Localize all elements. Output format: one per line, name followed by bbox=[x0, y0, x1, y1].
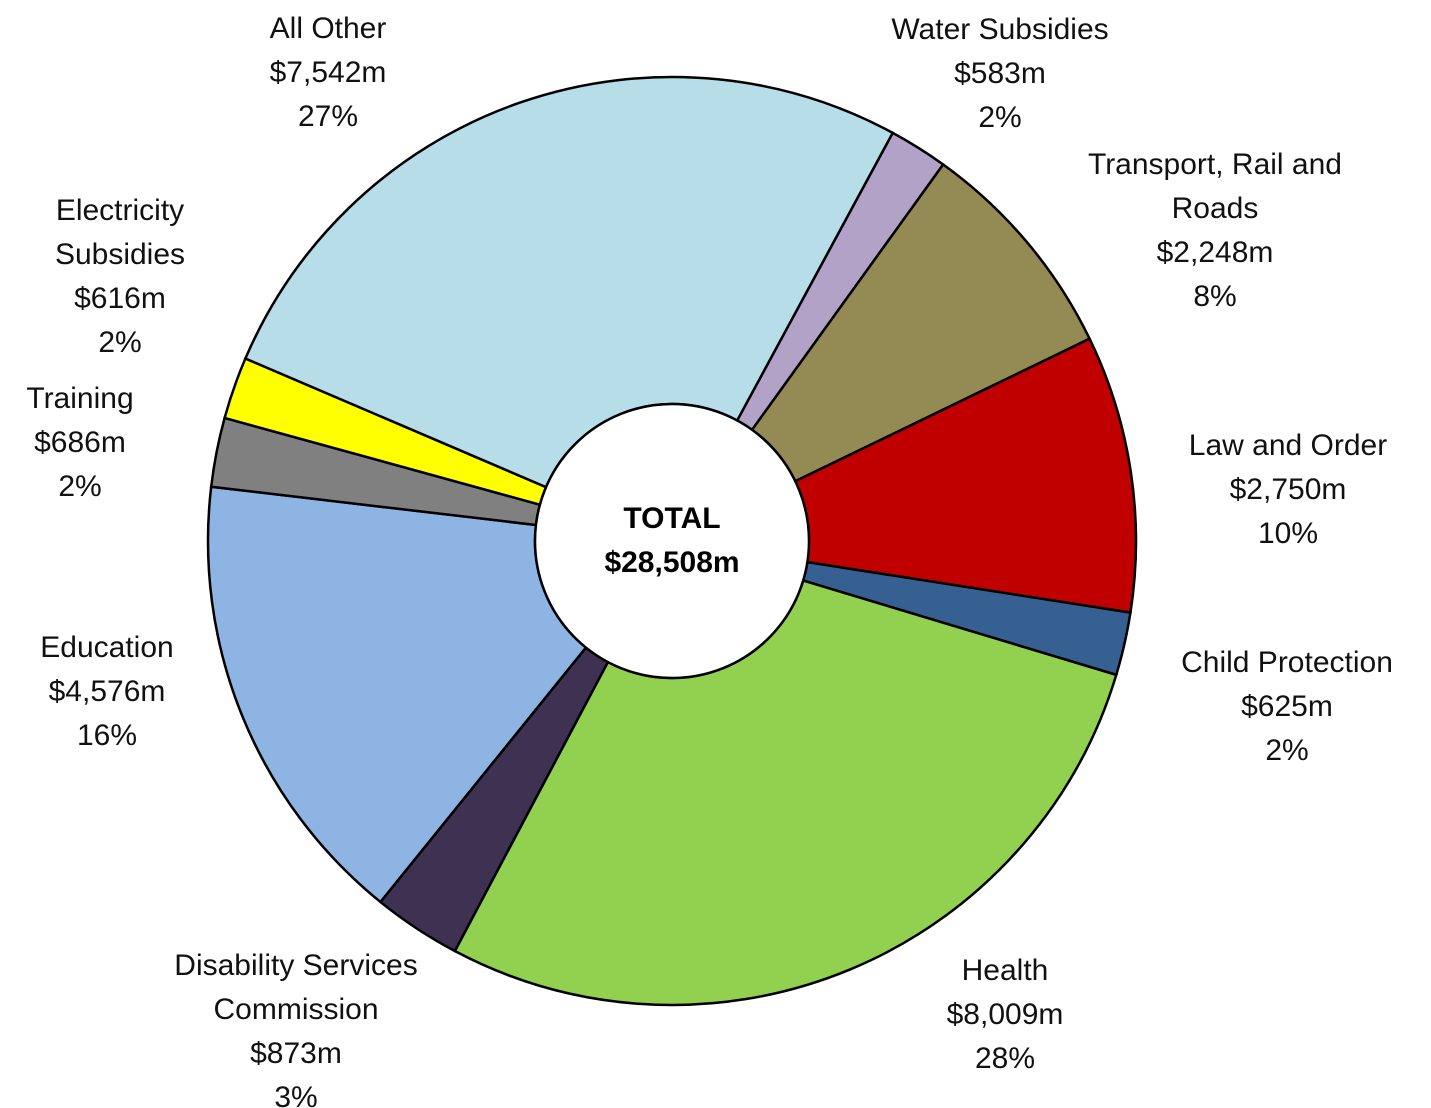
data-label: All Other $7,542m 27% bbox=[198, 7, 458, 139]
data-label: Training $686m 2% bbox=[0, 377, 180, 509]
data-label: Child Protection $625m 2% bbox=[1137, 641, 1431, 773]
center-text: $28,508m bbox=[604, 546, 740, 579]
label-value: $583m bbox=[954, 57, 1046, 90]
data-label: Water Subsidies $583m 2% bbox=[840, 8, 1160, 140]
label-name: Transport, Rail and Roads bbox=[1087, 148, 1342, 225]
label-name: All Other bbox=[269, 12, 387, 45]
label-percent: 10% bbox=[1257, 517, 1319, 550]
label-name: Disability Services Commission bbox=[174, 949, 418, 1026]
data-label: Disability Services Commission $873m 3% bbox=[131, 944, 461, 1108]
label-value: $8,009m bbox=[946, 998, 1064, 1031]
center-label: TOTAL $28,508m bbox=[604, 497, 739, 585]
donut-hole bbox=[533, 402, 811, 680]
label-name: Electricity Subsidies bbox=[54, 194, 186, 271]
label-name: Water Subsidies bbox=[891, 13, 1109, 46]
label-percent: 16% bbox=[76, 719, 138, 752]
label-name: Law and Order bbox=[1188, 429, 1388, 462]
data-label: Electricity Subsidies $616m 2% bbox=[25, 189, 215, 365]
label-percent: 2% bbox=[1265, 734, 1309, 767]
label-value: $686m bbox=[34, 426, 126, 459]
data-label: Transport, Rail and Roads $2,248m 8% bbox=[1045, 143, 1385, 319]
label-name: Child Protection bbox=[1181, 646, 1393, 679]
label-value: $2,248m bbox=[1156, 236, 1274, 269]
label-name: Training bbox=[26, 382, 134, 415]
label-percent: 8% bbox=[1193, 280, 1237, 313]
label-value: $625m bbox=[1241, 690, 1333, 723]
label-value: $2,750m bbox=[1229, 473, 1347, 506]
label-percent: 2% bbox=[98, 326, 142, 359]
label-percent: 2% bbox=[58, 470, 102, 503]
label-value: $7,542m bbox=[269, 56, 387, 89]
label-percent: 3% bbox=[274, 1081, 318, 1108]
label-percent: 2% bbox=[978, 101, 1022, 134]
center-text: TOTAL bbox=[623, 502, 721, 535]
data-label: Law and Order $2,750m 10% bbox=[1138, 424, 1431, 556]
data-label: Education $4,576m 16% bbox=[0, 626, 227, 758]
label-percent: 28% bbox=[974, 1042, 1036, 1075]
data-label: Health $8,009m 28% bbox=[855, 949, 1155, 1081]
label-value: $616m bbox=[74, 282, 166, 315]
label-name: Education bbox=[40, 631, 174, 664]
label-value: $4,576m bbox=[48, 675, 166, 708]
label-percent: 27% bbox=[297, 100, 359, 133]
label-name: Health bbox=[961, 954, 1049, 987]
label-value: $873m bbox=[250, 1037, 342, 1070]
